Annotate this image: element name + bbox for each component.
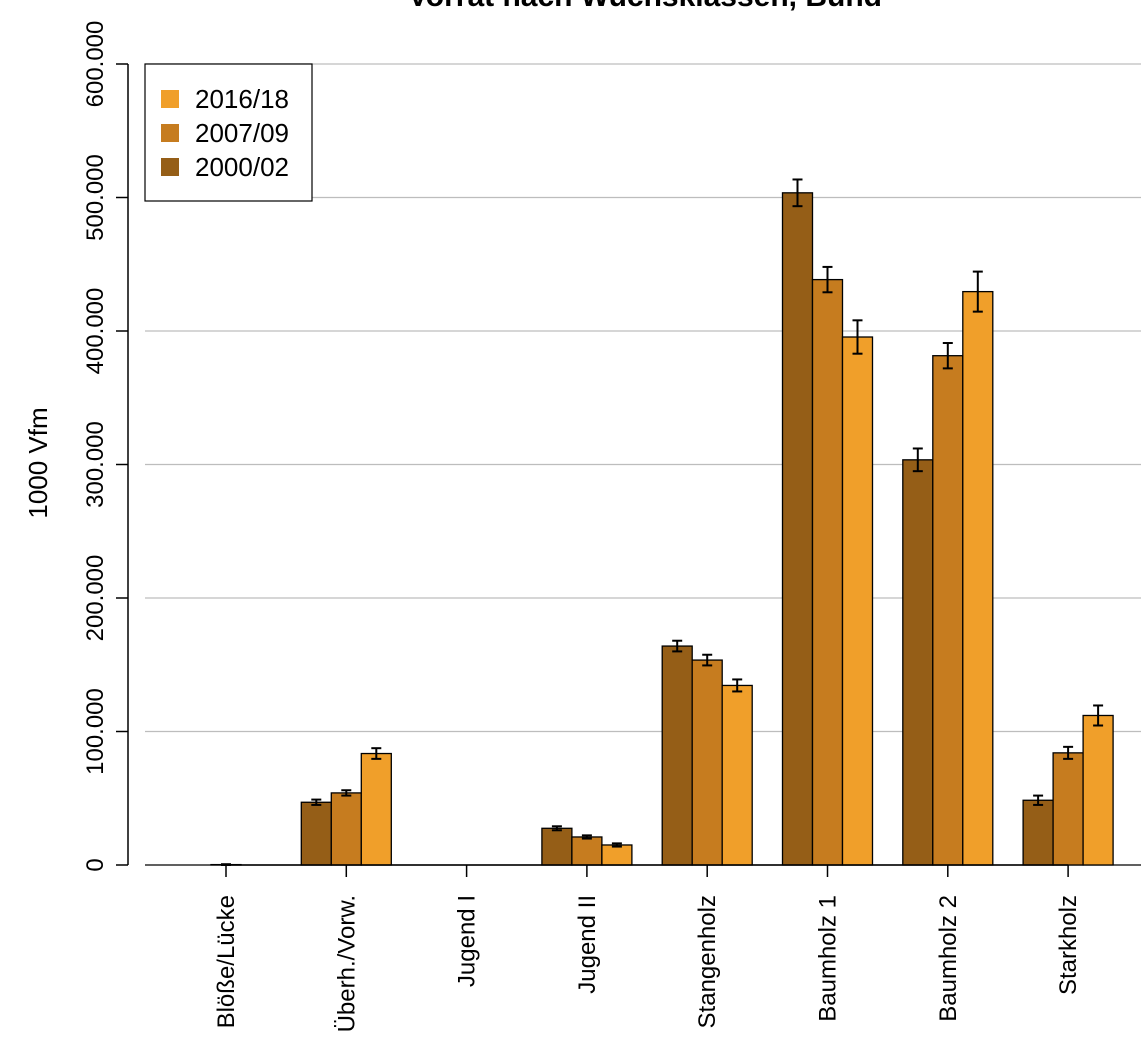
error-bar [1093, 704, 1104, 727]
error-bar [972, 270, 983, 313]
legend-swatch [161, 124, 179, 142]
error-bar [702, 653, 713, 667]
x-tick-label: Blöße/Lücke [213, 895, 240, 1028]
error-bar [581, 834, 592, 840]
bar [661, 645, 693, 866]
error-bars [221, 178, 1104, 866]
y-tick-label: 400.000 [82, 288, 109, 375]
bar [932, 355, 964, 866]
x-tick-label: Jugend I [454, 895, 481, 987]
x-tick-label: Baumholz 2 [935, 895, 962, 1022]
error-bar [822, 265, 833, 294]
error-bar [1033, 794, 1044, 806]
error-bar [611, 842, 622, 848]
bar [691, 659, 723, 866]
error-bar [852, 319, 863, 355]
bar [1022, 799, 1054, 866]
legend: 2016/18 2007/09 2000/02 [144, 63, 313, 202]
error-bar [1063, 745, 1074, 760]
bar [541, 827, 573, 866]
bar [1052, 752, 1084, 866]
bar [962, 290, 994, 866]
error-bar [551, 825, 562, 832]
y-tick-label: 200.000 [82, 555, 109, 642]
legend-swatch [161, 158, 179, 176]
bars [210, 192, 1114, 866]
x-tick-label: Stangenholz [694, 895, 721, 1028]
legend-label: 2016/18 [195, 84, 289, 114]
bar [811, 278, 844, 866]
bar [300, 801, 332, 866]
y-tick-label: 0 [82, 858, 109, 871]
x-tick-label: Starkholz [1055, 895, 1082, 995]
bar [601, 844, 633, 866]
y-tick-label: 100.000 [82, 688, 109, 775]
legend-swatch [161, 90, 179, 108]
x-axis: Blöße/Lücke Überh./Vorw. Jugend I Jugend II… [213, 864, 1082, 1032]
y-tick-label: 600.000 [82, 21, 109, 108]
bar [330, 792, 362, 866]
legend-label: 2000/02 [195, 152, 289, 182]
y-axis: 0 100.000 200.000 300.000 400.000 500.000 600.… [82, 21, 129, 872]
x-tick-label: Überh./Vorw. [333, 895, 360, 1032]
error-bar [942, 342, 953, 370]
bar [360, 752, 392, 866]
error-bar [672, 639, 683, 653]
error-bar [371, 747, 382, 760]
bar [902, 459, 934, 866]
y-tick-label: 500.000 [82, 154, 109, 241]
error-bar [912, 447, 923, 473]
bar [841, 336, 874, 866]
bar [781, 192, 814, 866]
y-tick-label: 300.000 [82, 421, 109, 508]
chart-title: Vorrat nach Wuchsklassen, Bund [408, 0, 882, 13]
bar [1082, 714, 1114, 866]
y-axis-label: 1000 Vfm [23, 407, 53, 518]
error-bar [311, 798, 322, 806]
x-tick-label: Jugend II [574, 895, 601, 994]
bar [571, 836, 603, 866]
x-tick-label: Baumholz 1 [815, 895, 842, 1022]
error-bar [792, 178, 803, 208]
error-bar [732, 678, 743, 693]
legend-label: 2007/09 [195, 118, 289, 148]
error-bar [341, 789, 352, 797]
bar [721, 684, 753, 866]
